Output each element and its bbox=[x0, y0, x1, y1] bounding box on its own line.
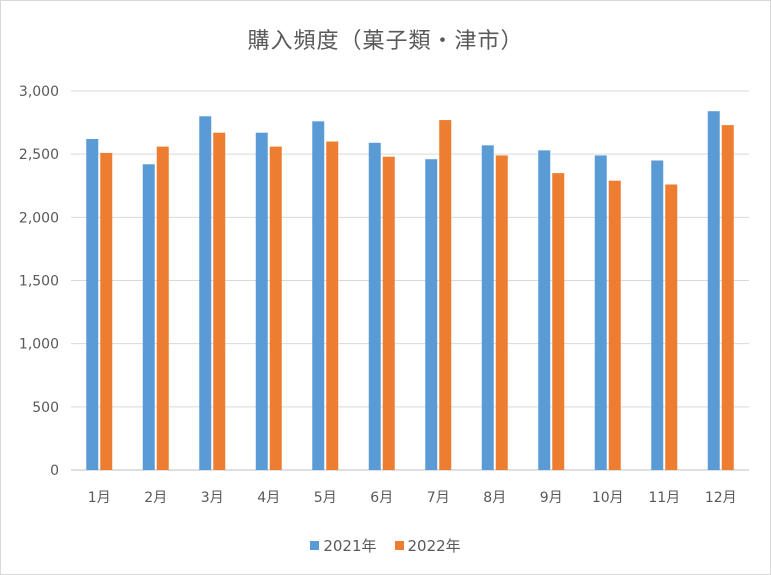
bar-2022 bbox=[495, 155, 508, 470]
bar-2021 bbox=[707, 111, 720, 471]
bar-2022 bbox=[100, 152, 113, 471]
legend-swatch-2021 bbox=[310, 541, 320, 550]
legend-item-2022: 2022年 bbox=[394, 535, 461, 556]
bar-2022 bbox=[721, 125, 734, 471]
bar-2021 bbox=[651, 160, 664, 470]
bar-2021 bbox=[86, 139, 99, 471]
y-tick-label: 500 bbox=[32, 400, 59, 416]
y-tick-label: 1,000 bbox=[19, 337, 59, 353]
legend-label-2022: 2022年 bbox=[407, 537, 461, 555]
bar-2022 bbox=[269, 146, 282, 470]
bar-2021 bbox=[142, 164, 155, 471]
x-tick-label: 5月 bbox=[314, 490, 337, 506]
x-tick-label: 3月 bbox=[201, 490, 224, 506]
y-tick-label: 1,500 bbox=[19, 274, 59, 290]
x-tick-label: 1月 bbox=[88, 490, 111, 506]
bar-2021 bbox=[368, 142, 381, 470]
bar-2022 bbox=[156, 146, 169, 470]
bar-2022 bbox=[608, 180, 621, 471]
y-tick-label: 0 bbox=[50, 463, 59, 479]
bar-2021 bbox=[481, 145, 494, 470]
legend: 2021年 2022年 bbox=[1, 535, 770, 556]
bar-2022 bbox=[665, 184, 678, 470]
y-tick-label: 3,000 bbox=[19, 84, 59, 100]
x-tick-label: 7月 bbox=[427, 490, 450, 506]
x-tick-label: 4月 bbox=[257, 490, 280, 506]
x-tick-label: 6月 bbox=[370, 490, 393, 506]
x-tick-label: 12月 bbox=[705, 490, 737, 506]
bar-2021 bbox=[312, 121, 325, 470]
bar-2021 bbox=[425, 159, 438, 470]
bar-2021 bbox=[199, 116, 212, 471]
bar-2022 bbox=[213, 132, 226, 470]
chart-title: 購入頻度（菓子類・津市） bbox=[247, 29, 524, 54]
legend-label-2021: 2021年 bbox=[323, 537, 377, 555]
x-tick-label: 10月 bbox=[592, 490, 624, 506]
y-tick-label: 2,000 bbox=[19, 210, 59, 226]
bar-2021 bbox=[538, 150, 551, 471]
x-tick-label: 11月 bbox=[648, 490, 680, 506]
legend-swatch-2022 bbox=[394, 541, 404, 550]
bar-2022 bbox=[326, 141, 339, 471]
bar-2022 bbox=[382, 156, 395, 470]
bar-2022 bbox=[439, 120, 452, 470]
legend-item-2021: 2021年 bbox=[310, 535, 377, 556]
y-tick-label: 2,500 bbox=[19, 147, 59, 163]
x-tick-label: 8月 bbox=[483, 490, 506, 506]
bar-2021 bbox=[594, 155, 607, 470]
bar-2022 bbox=[552, 173, 565, 470]
x-tick-label: 2月 bbox=[144, 490, 167, 506]
x-tick-label: 9月 bbox=[540, 490, 563, 506]
bar-2021 bbox=[255, 132, 268, 470]
